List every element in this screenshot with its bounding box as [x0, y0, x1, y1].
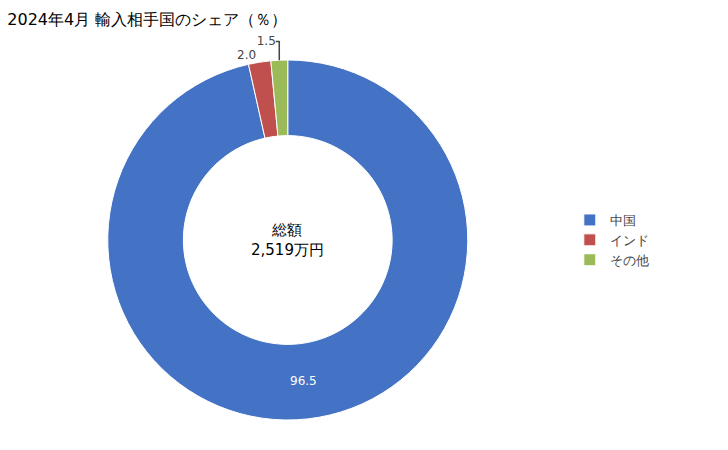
svg-text:2.0: 2.0 [237, 48, 256, 62]
svg-text:総額2,519万円: 総額2,519万円 [251, 221, 324, 259]
svg-text:中国: 中国 [610, 213, 636, 228]
svg-text:インド: インド [610, 233, 649, 248]
svg-text:96.5: 96.5 [290, 374, 317, 388]
svg-text:1.5: 1.5 [257, 34, 276, 48]
svg-text:2024年4月 輸入相手国のシェア（％）: 2024年4月 輸入相手国のシェア（％） [7, 10, 287, 29]
svg-text:その他: その他 [610, 253, 649, 268]
